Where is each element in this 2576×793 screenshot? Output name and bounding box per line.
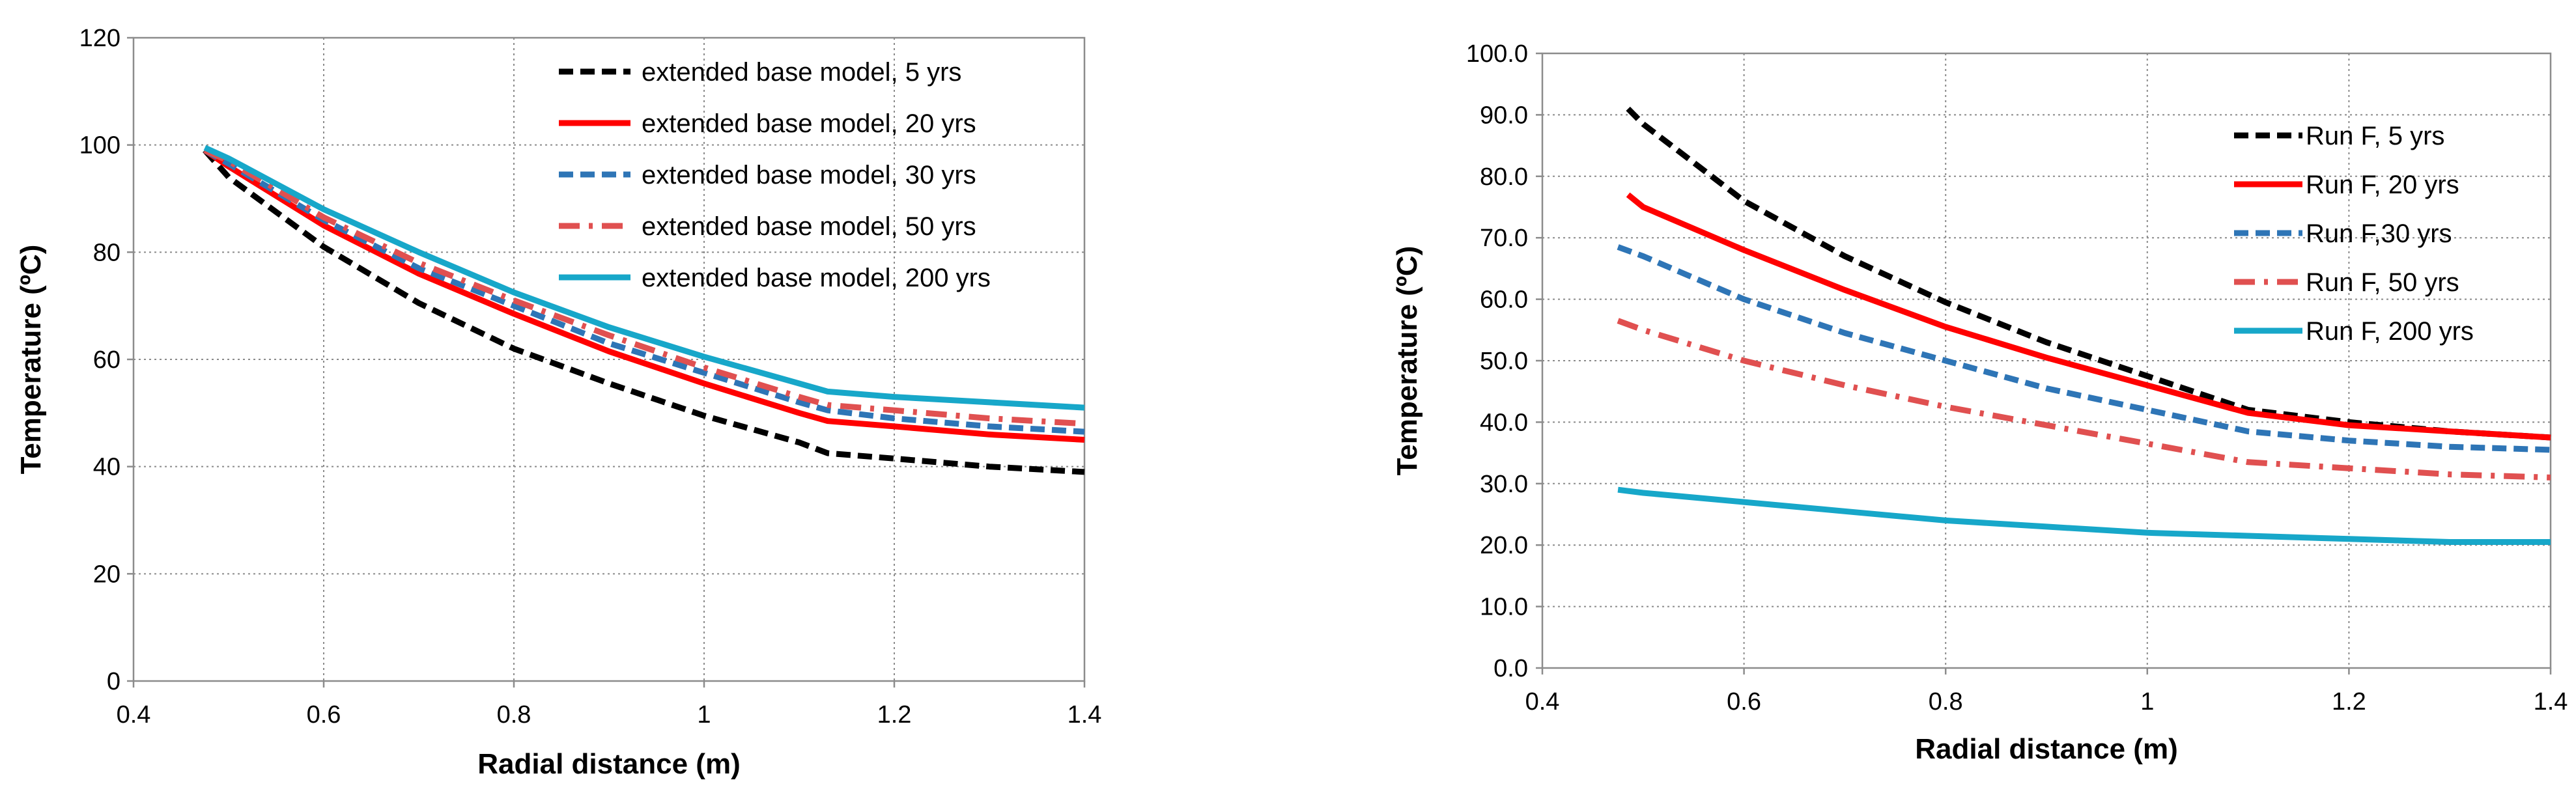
y-tick-label: 90.0 [1480,102,1528,129]
y-tick-label: 30.0 [1480,471,1528,498]
y-tick-label: 20 [93,561,120,588]
x-axis-title: Radial distance (m) [1915,733,2177,765]
y-tick-label: 50.0 [1480,348,1528,375]
y-tick-label: 40 [93,454,120,481]
x-tick-label: 0.8 [497,701,531,729]
legend-label: Run F, 5 yrs [2306,122,2444,150]
x-tick-label: 1.2 [2332,688,2366,716]
y-tick-label: 70.0 [1480,225,1528,252]
y-tick-label: 100.0 [1466,40,1528,68]
x-tick-label: 1 [697,701,711,729]
y-tick-label: 0 [107,668,120,695]
x-tick-label: 1.4 [1068,701,1102,729]
left-temperature-chart: 0 20 40 60 80 100 120 0.4 0.6 0.8 1 1.2 1.4 Radial di… [15,25,1101,780]
y-tick-label: 10.0 [1480,594,1528,621]
y-tick-label: 60 [93,346,120,374]
x-tick-label: 1.4 [2534,688,2568,716]
y-tick-label: 60.0 [1480,286,1528,314]
legend-label: extended base model, 5 yrs [642,58,961,87]
y-tick-label: 100 [79,132,120,160]
y-axis-title: Temperature (ºC) [1391,246,1423,476]
right-temperature-chart: 0.0 10.0 20.0 30.0 40.0 50.0 60.0 70.0 80.0 90.0 1… [1391,40,2568,765]
series-line [203,147,1085,427]
x-tick-label: 0.8 [1929,688,1963,716]
x-tick-label: 0.6 [307,701,341,729]
series-line [203,148,1085,443]
y-tick-label: 20.0 [1480,532,1528,559]
y-tick-label: 40.0 [1480,409,1528,436]
y-tick-label: 0.0 [1493,655,1528,682]
legend-label: Run F,30 yrs [2306,219,2452,248]
series-line [1626,192,2551,441]
series-line [203,145,1085,411]
legend-label: Run F, 50 yrs [2306,268,2459,297]
legend-label: extended base model, 50 yrs [642,212,976,241]
legend-label: Run F, 20 yrs [2306,171,2459,199]
series-line [1617,486,2551,545]
legend-label: Run F, 200 yrs [2306,317,2474,346]
series-line [1617,244,2551,453]
x-tick-label: 1.2 [877,701,912,729]
legend-label: extended base model, 30 yrs [642,161,976,189]
x-tick-label: 0.4 [1525,688,1560,716]
legend-label: extended base model, 20 yrs [642,109,976,138]
y-tick-label: 80.0 [1480,163,1528,191]
x-tick-label: 0.4 [117,701,151,729]
x-tick-label: 1 [2140,688,2154,716]
series-line [1617,318,2551,480]
y-tick-label: 120 [79,25,120,52]
legend-label: extended base model, 200 yrs [642,264,991,292]
x-tick-label: 0.6 [1727,688,1761,716]
y-axis-title: Temperature (ºC) [15,245,47,475]
x-axis-title: Radial distance (m) [477,748,740,780]
y-tick-label: 80 [93,239,120,266]
series-line [203,148,1085,475]
